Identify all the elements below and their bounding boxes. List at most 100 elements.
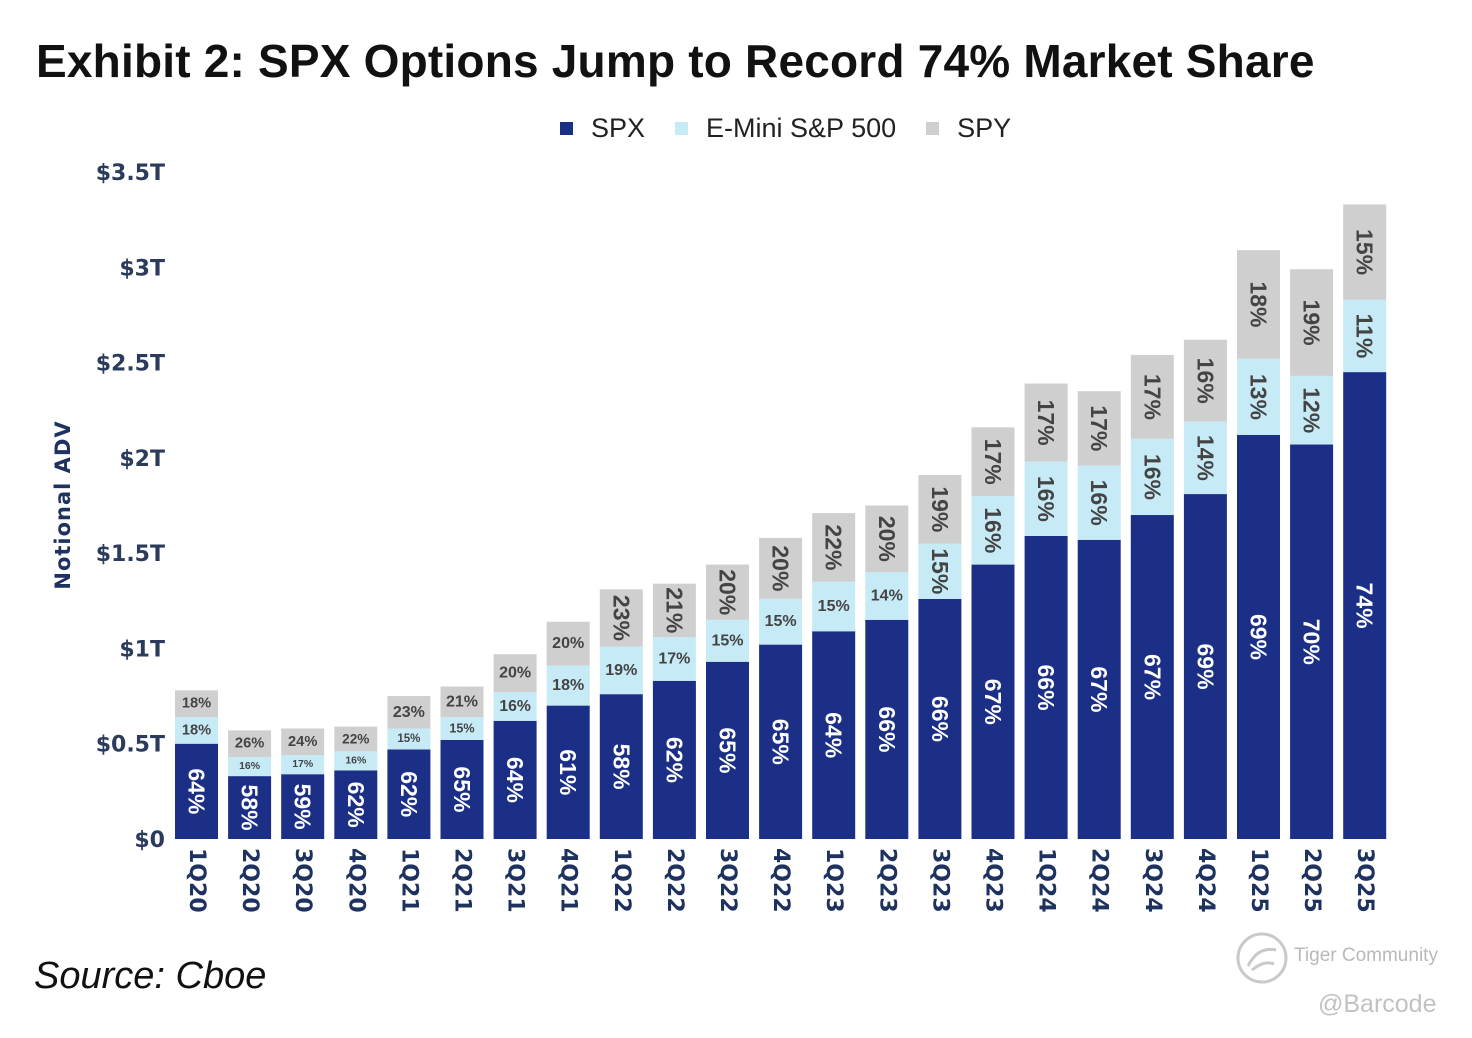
bar-group-2q23: 66% 14% 20% — [865, 505, 909, 839]
y-tick-label: $3T — [119, 256, 165, 281]
x-tick-label: 3Q21 — [503, 848, 528, 913]
watermark-brand: Tiger Community — [1294, 945, 1438, 966]
data-label: 15% — [711, 632, 743, 649]
bar-segment-spx — [1130, 515, 1174, 839]
data-label: 20% — [552, 635, 584, 652]
bar-segment-e-mini-s-p-500 — [546, 665, 590, 706]
bar-segment-spy — [1077, 391, 1121, 466]
legend: SPX E-Mini S&P 500 SPY — [560, 110, 1041, 146]
data-label: 15% — [397, 733, 420, 745]
data-label: 13% — [1246, 374, 1272, 420]
bar-segment-e-mini-s-p-500 — [652, 636, 696, 681]
bar-group-2q21: 65% 15% 21% — [440, 686, 484, 839]
data-label: 69% — [1246, 614, 1272, 660]
x-tick-label: 4Q24 — [1193, 848, 1218, 913]
data-label: 67% — [1086, 666, 1112, 712]
bar-segment-spx — [1343, 372, 1387, 839]
bar-segment-e-mini-s-p-500 — [175, 717, 218, 744]
x-tick-label: 2Q21 — [450, 848, 475, 913]
bar-segment-e-mini-s-p-500 — [1290, 375, 1334, 445]
x-tick-label: 3Q22 — [715, 848, 740, 913]
data-label: 15% — [818, 598, 850, 615]
x-tick-label: 2Q20 — [237, 848, 262, 913]
data-label: 21% — [661, 587, 687, 633]
legend-label-spy: SPY — [957, 112, 1012, 143]
bar-segment-spy — [1290, 269, 1334, 376]
bar-group-4q23: 67% 16% 17% — [971, 427, 1015, 839]
data-label: 19% — [1299, 300, 1325, 346]
data-label: 67% — [980, 679, 1006, 725]
bar-group-2q24: 67% 16% 17% — [1077, 391, 1121, 839]
data-label: 15% — [927, 548, 953, 594]
legend-label-emini: E-Mini S&P 500 — [706, 112, 897, 143]
bar-segment-spx — [759, 644, 803, 839]
bar-segment-spx — [971, 564, 1015, 839]
bar-segment-spy — [706, 564, 749, 620]
x-tick-label: 4Q23 — [981, 848, 1006, 913]
data-label: 20% — [874, 516, 900, 562]
data-label: 14% — [871, 588, 903, 605]
data-label: 65% — [449, 766, 475, 812]
bar-group-3q21: 64% 16% 20% — [493, 654, 537, 839]
bar-group-1q23: 64% 15% 22% — [812, 513, 856, 839]
data-label: 59% — [290, 784, 316, 830]
bar-segment-spy — [1130, 354, 1174, 439]
data-label: 65% — [715, 727, 741, 773]
bar-group-1q20: 64% 18% 18% — [175, 690, 218, 839]
bars: 64% 18% 18% 58% 16% 26% 59% 17% 24% 62% 16% 22% 62% 1… — [175, 204, 1387, 839]
data-label: 62% — [396, 771, 422, 817]
bar-segment-spx — [546, 705, 590, 839]
data-label: 18% — [552, 677, 584, 694]
data-label: 18% — [182, 722, 211, 738]
x-tick-label: 1Q25 — [1246, 848, 1271, 913]
x-tick-label: 4Q21 — [556, 848, 581, 913]
data-label: 70% — [1299, 619, 1325, 665]
bar-segment-spx — [1024, 535, 1068, 839]
legend-swatch-spy — [926, 121, 940, 135]
y-axis-title: Notional ADV — [51, 420, 75, 589]
data-label: 64% — [502, 757, 528, 803]
x-tick-label: 3Q24 — [1140, 848, 1165, 913]
data-label: 23% — [393, 704, 425, 721]
y-tick-label: $1T — [119, 637, 165, 662]
bar-group-1q21: 62% 15% 23% — [387, 696, 431, 839]
data-label: 74% — [1352, 583, 1378, 629]
bar-segment-spx — [1183, 494, 1227, 839]
bar-group-2q20: 58% 16% 26% — [228, 730, 272, 839]
bar-group-2q25: 70% 12% 19% — [1290, 269, 1334, 839]
bar-segment-e-mini-s-p-500 — [440, 717, 484, 740]
bar-segment-e-mini-s-p-500 — [759, 598, 803, 645]
data-label: 15% — [1352, 229, 1378, 275]
bar-segment-e-mini-s-p-500 — [334, 751, 378, 771]
data-label: 16% — [980, 507, 1006, 553]
bar-segment-e-mini-s-p-500 — [812, 581, 856, 632]
bar-segment-spy — [652, 583, 696, 637]
data-label: 18% — [182, 696, 211, 712]
bar-segment-e-mini-s-p-500 — [1343, 299, 1387, 373]
bar-segment-spy — [175, 690, 218, 718]
bar-segment-spx — [1077, 539, 1121, 839]
bar-segment-spy — [281, 728, 325, 756]
y-tick-label: $2T — [119, 447, 165, 472]
bar-segment-e-mini-s-p-500 — [599, 646, 643, 695]
bar-segment-spx — [1290, 444, 1334, 839]
bar-segment-spy — [228, 730, 272, 758]
data-label: 21% — [446, 693, 478, 710]
bar-segment-spx — [599, 694, 643, 839]
legend-item-emini: E-Mini S&P 500 — [675, 113, 896, 144]
bar-segment-spy — [971, 427, 1015, 496]
bar-segment-spx — [281, 774, 325, 839]
x-tick-label: 3Q23 — [927, 848, 952, 913]
data-label: 19% — [605, 662, 637, 679]
bar-group-4q21: 61% 18% 20% — [546, 621, 590, 839]
bar-segment-spy — [440, 686, 484, 718]
bar-group-4q24: 69% 14% 16% — [1183, 339, 1227, 839]
data-label: 26% — [235, 736, 264, 752]
bar-group-3q24: 67% 16% 17% — [1130, 354, 1174, 839]
data-label: 20% — [715, 569, 741, 615]
data-label: 16% — [1086, 480, 1112, 526]
data-label: 17% — [1086, 405, 1112, 451]
bar-segment-e-mini-s-p-500 — [228, 757, 272, 777]
legend-swatch-emini — [675, 121, 689, 135]
bar-segment-e-mini-s-p-500 — [1024, 461, 1068, 536]
